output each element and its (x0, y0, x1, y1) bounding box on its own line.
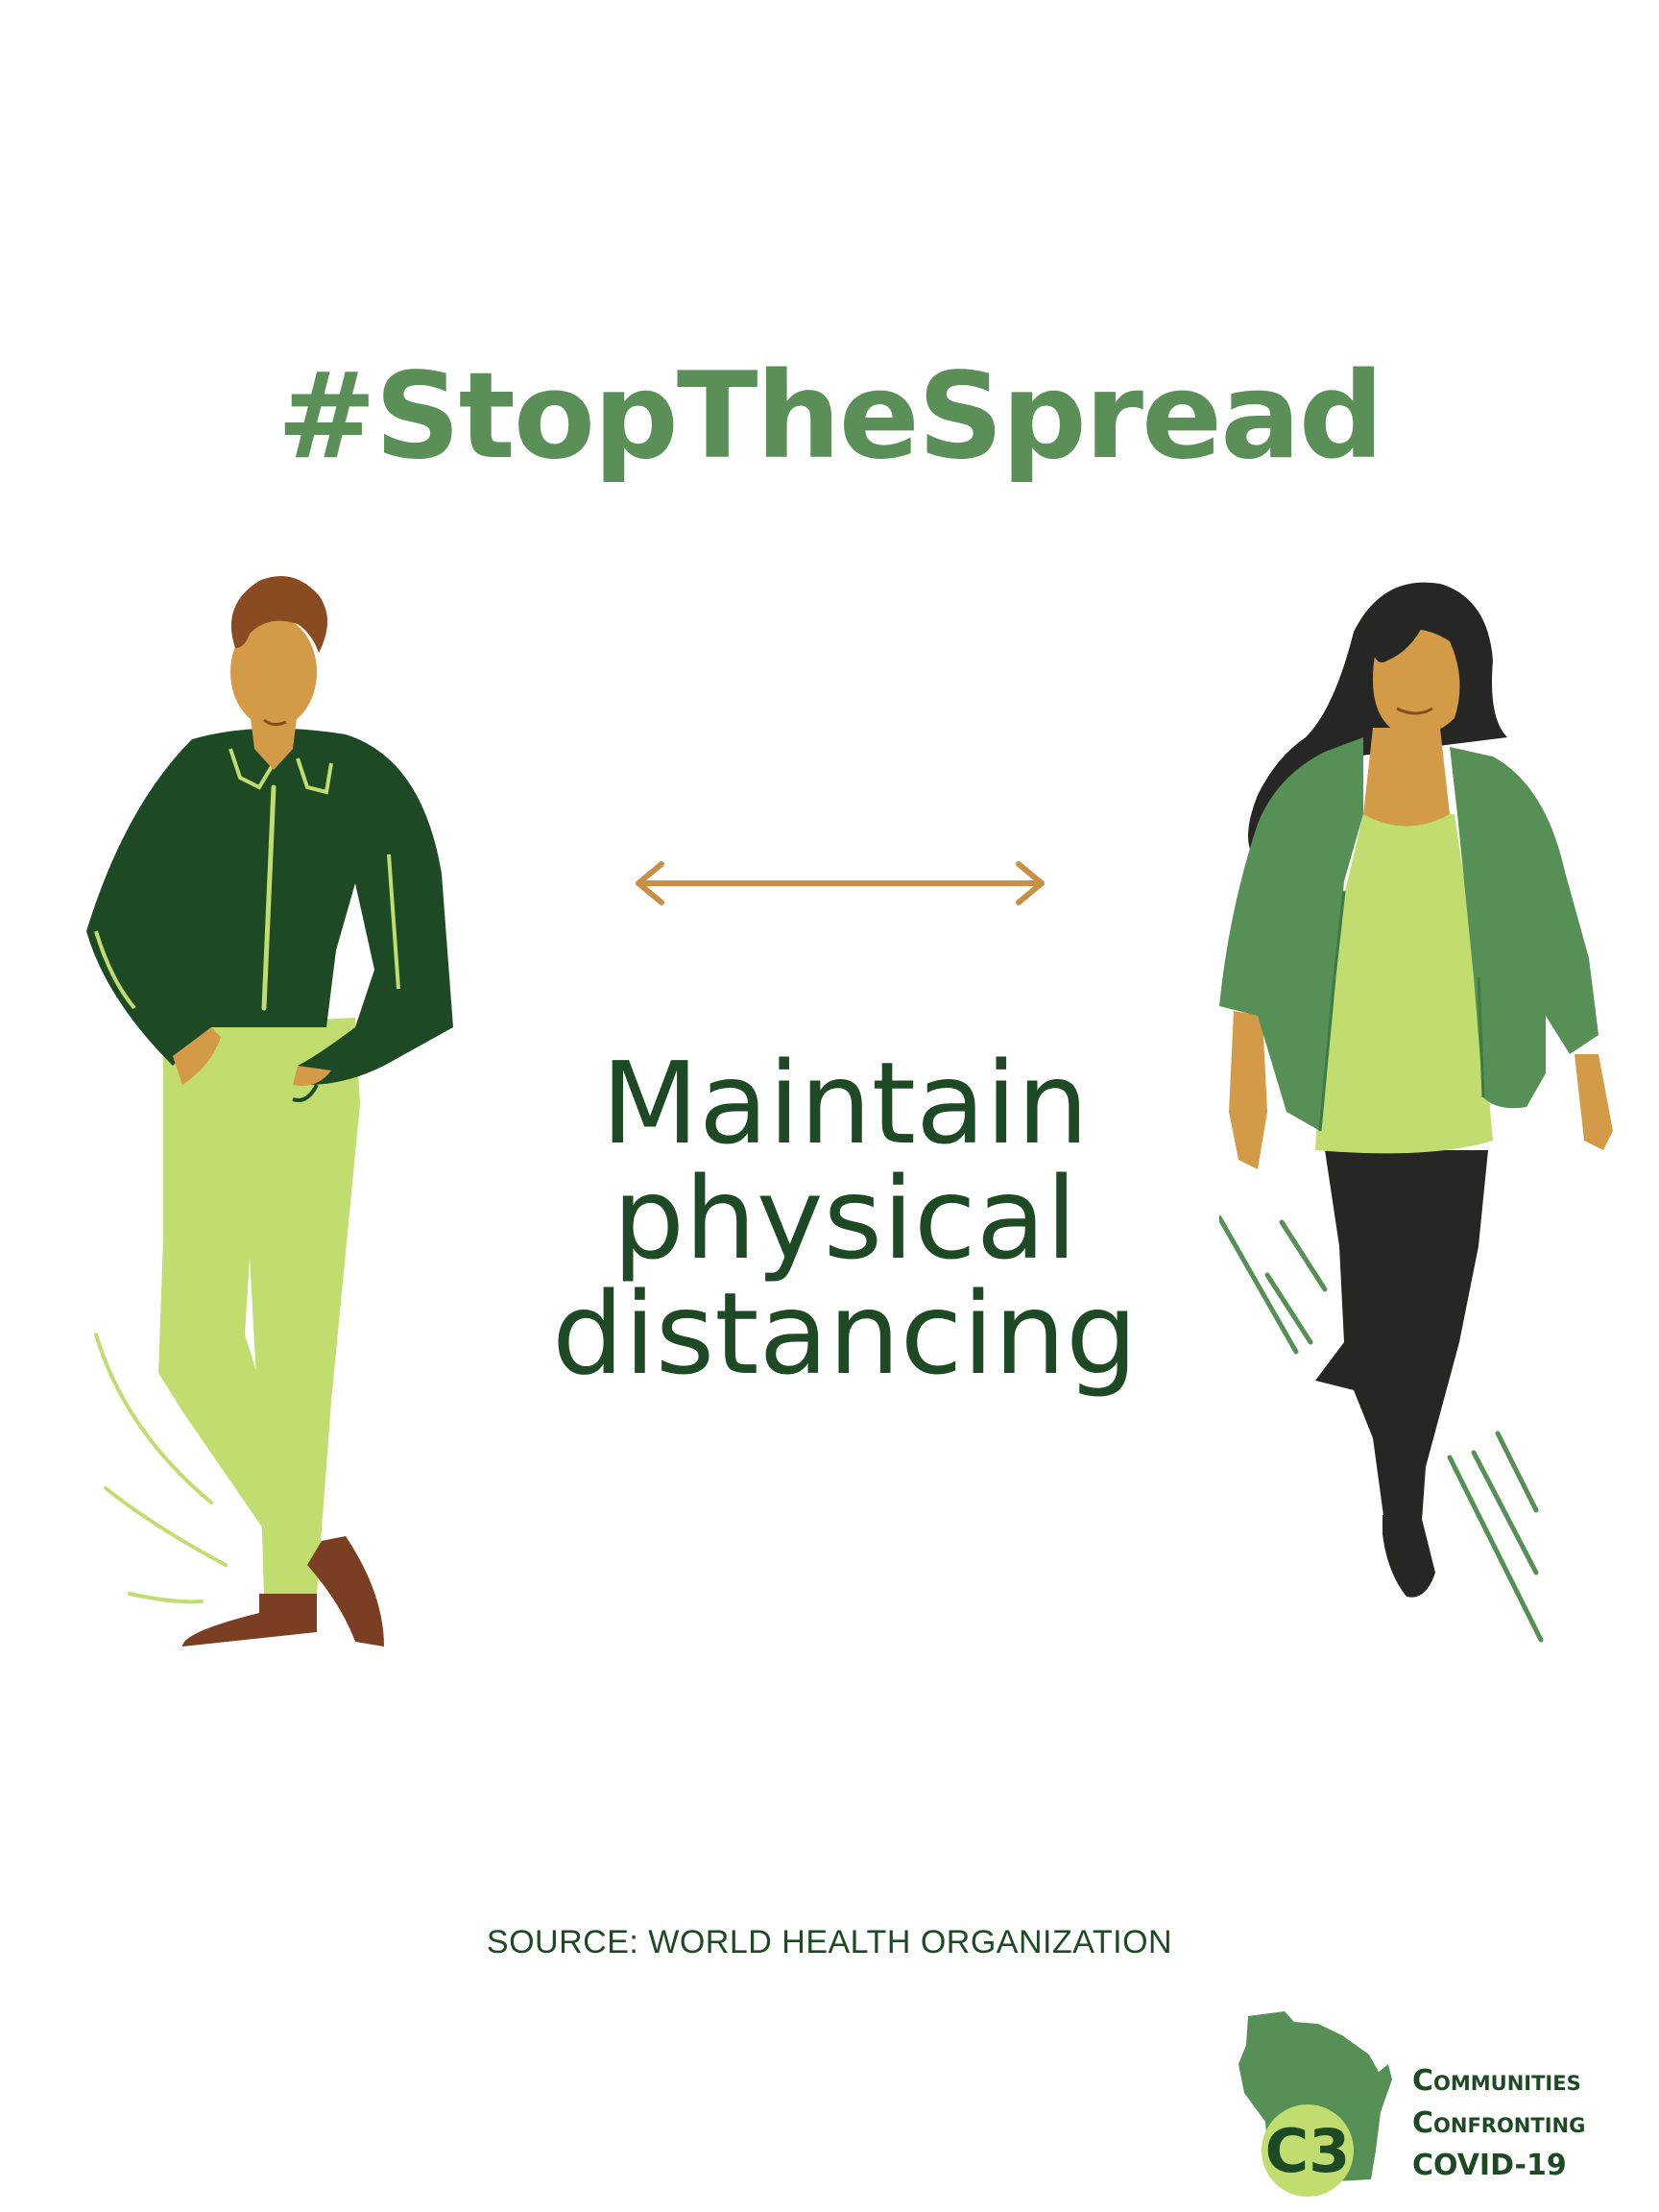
logo-line-1: Communities (1412, 2064, 1581, 2098)
motion-line (1447, 1455, 1544, 1643)
motion-line (1219, 1214, 1299, 1355)
logo-line-2: Confronting (1412, 2106, 1586, 2140)
logo-line-3: COVID-19 (1412, 2149, 1567, 2182)
headline: Maintain physical distancing (422, 1046, 1267, 1392)
source-credit: SOURCE: WORLD HEALTH ORGANIZATION (486, 1924, 1173, 1960)
logo-wordmark: Communities Confronting COVID-19 (1412, 2060, 1585, 2187)
man-illustration (86, 576, 453, 1647)
distance-arrow (636, 861, 1045, 905)
motion-line (1471, 1450, 1539, 1575)
headline-line-1: Maintain (601, 1037, 1089, 1169)
headline-line-3: distancing (552, 1267, 1138, 1400)
woman-illustration (1219, 582, 1613, 1643)
motion-line (1495, 1431, 1539, 1513)
motion-line (1279, 1219, 1328, 1292)
motion-line (94, 1333, 213, 1504)
motion-line (128, 1592, 204, 1604)
logo-mark-text: C3 (1265, 2116, 1351, 2186)
c3-logo: C3 Communities Confronting COVID-19 (1227, 2007, 1630, 2199)
motion-line (1264, 1272, 1313, 1345)
hashtag-title: #StopTheSpread (276, 348, 1383, 486)
motion-line (104, 1486, 228, 1567)
wisconsin-map-icon: C3 (1238, 2011, 1392, 2197)
headline-line-2: physical (613, 1152, 1077, 1285)
